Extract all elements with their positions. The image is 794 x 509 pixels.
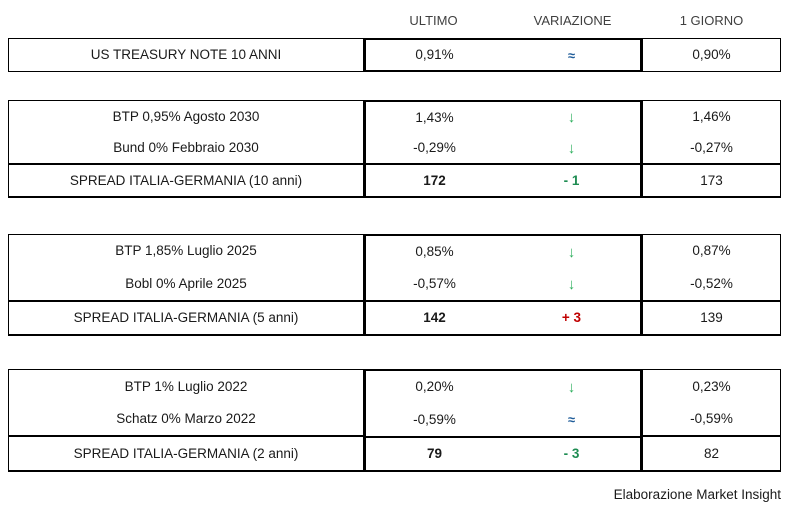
spread-ultimo-value: 142 xyxy=(423,310,446,326)
spread-row: 82 xyxy=(643,435,780,470)
bond-row: BTP 1% Luglio 2022 xyxy=(9,370,363,403)
header-spacer xyxy=(8,8,364,32)
bond-row: 0,23% xyxy=(643,370,780,403)
giorno-column-box: 0,87% -0,52% 139 xyxy=(642,234,781,336)
ultimo-variazione-box: 0,85% ↓ -0,57% ↓ 142 + 3 xyxy=(364,234,642,336)
spread-giorno-value: 173 xyxy=(700,172,723,188)
source-credit: Elaborazione Market Insight xyxy=(613,487,781,502)
giorno-value: -0,27% xyxy=(690,139,733,155)
column-header-ultimo: ULTIMO xyxy=(409,12,458,28)
label-column-box: BTP 0,95% Agosto 2030 Bund 0% Febbraio 2… xyxy=(8,100,364,198)
bond-row: 0,20% ↓ xyxy=(366,371,640,403)
bond-row: US TREASURY NOTE 10 ANNI xyxy=(9,39,363,71)
ultimo-value: -0,29% xyxy=(413,140,456,156)
ultimo-variazione-box: 0,91% ≈ xyxy=(364,38,642,72)
variation-down-arrow-icon: ↓ xyxy=(567,139,576,157)
giorno-value: -0,59% xyxy=(690,411,733,427)
bond-label: BTP 1,85% Luglio 2025 xyxy=(115,243,257,259)
spread-change-value: - 3 xyxy=(563,446,580,462)
spread-label: SPREAD ITALIA-GERMANIA (2 anni) xyxy=(73,445,299,461)
bond-row: Bund 0% Febbraio 2030 xyxy=(9,132,363,163)
ultimo-value: 1,43% xyxy=(415,109,454,125)
bond-row: 0,91% ≈ xyxy=(366,40,640,70)
spread-ultimo-value: 172 xyxy=(423,172,446,188)
spread-label: SPREAD ITALIA-GERMANIA (5 anni) xyxy=(73,310,299,326)
variation-stable-icon: ≈ xyxy=(567,47,576,63)
giorno-value: 0,23% xyxy=(692,378,731,394)
bond-row: -0,57% ↓ xyxy=(366,268,640,300)
bond-row: BTP 0,95% Agosto 2030 xyxy=(9,101,363,132)
label-column-box: BTP 1% Luglio 2022 Schatz 0% Marzo 2022 … xyxy=(8,369,364,472)
giorno-value: 0,87% xyxy=(692,243,731,259)
bond-row: 0,90% xyxy=(643,39,780,71)
bond-row: 0,87% xyxy=(643,235,780,267)
giorno-value: 0,90% xyxy=(692,47,731,63)
variation-down-arrow-icon: ↓ xyxy=(567,108,576,126)
bond-row: -0,27% xyxy=(643,132,780,163)
spread-row: SPREAD ITALIA-GERMANIA (2 anni) xyxy=(9,435,363,470)
column-header-1-giorno: 1 GIORNO xyxy=(679,12,744,28)
table-header-row: ULTIMO VARIAZIONE 1 GIORNO xyxy=(8,8,781,32)
bond-row: 1,43% ↓ xyxy=(366,102,640,133)
giorno-value: 1,46% xyxy=(692,108,731,124)
spread-label: SPREAD ITALIA-GERMANIA (10 anni) xyxy=(69,172,303,188)
ultimo-value: 0,91% xyxy=(415,47,454,63)
bond-row: Schatz 0% Marzo 2022 xyxy=(9,403,363,436)
variation-down-arrow-icon: ↓ xyxy=(567,378,576,396)
variation-down-arrow-icon: ↓ xyxy=(567,275,576,293)
ultimo-variazione-box: 0,20% ↓ -0,59% ≈ 79 - 3 xyxy=(364,369,642,472)
spread-row: 139 xyxy=(643,299,780,334)
label-column-box: US TREASURY NOTE 10 ANNI xyxy=(8,38,364,72)
variation-stable-icon: ≈ xyxy=(567,411,576,427)
bond-label: BTP 1% Luglio 2022 xyxy=(124,378,248,394)
spread-change-value: - 1 xyxy=(563,172,580,188)
bond-label: BTP 0,95% Agosto 2030 xyxy=(112,108,260,124)
spread-row: 172 - 1 xyxy=(366,163,640,196)
spread-giorno-value: 139 xyxy=(700,310,723,326)
spread-giorno-value: 82 xyxy=(703,445,720,461)
column-header-variazione: VARIAZIONE xyxy=(533,12,612,28)
bond-row: BTP 1,85% Luglio 2025 xyxy=(9,235,363,267)
spread-row: SPREAD ITALIA-GERMANIA (10 anni) xyxy=(9,163,363,196)
bond-label: Schatz 0% Marzo 2022 xyxy=(116,411,256,427)
bond-row: -0,59% ≈ xyxy=(366,403,640,435)
bond-row: 1,46% xyxy=(643,101,780,132)
bond-row: -0,29% ↓ xyxy=(366,133,640,164)
section-spread-2-anni: BTP 1% Luglio 2022 Schatz 0% Marzo 2022 … xyxy=(8,369,781,472)
giorno-column-box: 0,23% -0,59% 82 xyxy=(642,369,781,472)
bond-row: -0,59% xyxy=(643,403,780,436)
ultimo-value: -0,57% xyxy=(413,276,456,292)
bond-label: Bund 0% Febbraio 2030 xyxy=(113,139,259,155)
giorno-column-box: 0,90% xyxy=(642,38,781,72)
ultimo-value: -0,59% xyxy=(413,411,456,427)
giorno-column-box: 1,46% -0,27% 173 xyxy=(642,100,781,198)
spread-row: SPREAD ITALIA-GERMANIA (5 anni) xyxy=(9,299,363,334)
spread-row: 142 + 3 xyxy=(366,300,640,334)
section-us-treasury: US TREASURY NOTE 10 ANNI 0,91% ≈ 0,90% xyxy=(8,38,781,72)
spread-ultimo-value: 79 xyxy=(426,446,443,462)
ultimo-value: 0,85% xyxy=(415,244,454,260)
ultimo-value: 0,20% xyxy=(415,379,454,395)
bond-label: Bobl 0% Aprile 2025 xyxy=(125,275,247,291)
bond-label: US TREASURY NOTE 10 ANNI xyxy=(90,47,282,63)
spread-change-value: + 3 xyxy=(561,310,582,326)
giorno-value: -0,52% xyxy=(690,275,733,291)
bond-row: -0,52% xyxy=(643,267,780,299)
bond-row: 0,85% ↓ xyxy=(366,236,640,268)
label-column-box: BTP 1,85% Luglio 2025 Bobl 0% Aprile 202… xyxy=(8,234,364,336)
variation-down-arrow-icon: ↓ xyxy=(567,243,576,261)
section-spread-10-anni: BTP 0,95% Agosto 2030 Bund 0% Febbraio 2… xyxy=(8,100,781,198)
spread-row: 173 xyxy=(643,163,780,196)
ultimo-variazione-box: 1,43% ↓ -0,29% ↓ 172 - 1 xyxy=(364,100,642,198)
spread-row: 79 - 3 xyxy=(366,435,640,470)
section-spread-5-anni: BTP 1,85% Luglio 2025 Bobl 0% Aprile 202… xyxy=(8,234,781,336)
bond-row: Bobl 0% Aprile 2025 xyxy=(9,267,363,299)
